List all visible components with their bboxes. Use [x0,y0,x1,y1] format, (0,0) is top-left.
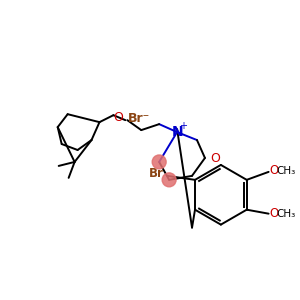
Text: Br: Br [149,167,164,180]
Text: O: O [210,152,220,166]
Circle shape [162,173,176,187]
Text: O: O [270,164,279,177]
Text: O: O [270,207,279,220]
Text: CH₃: CH₃ [277,166,296,176]
Text: N: N [171,125,183,139]
Text: CH₃: CH₃ [277,209,296,219]
Circle shape [152,155,166,169]
Text: O: O [113,111,123,124]
Text: +: + [179,121,187,131]
Text: Br⁻: Br⁻ [128,112,150,125]
